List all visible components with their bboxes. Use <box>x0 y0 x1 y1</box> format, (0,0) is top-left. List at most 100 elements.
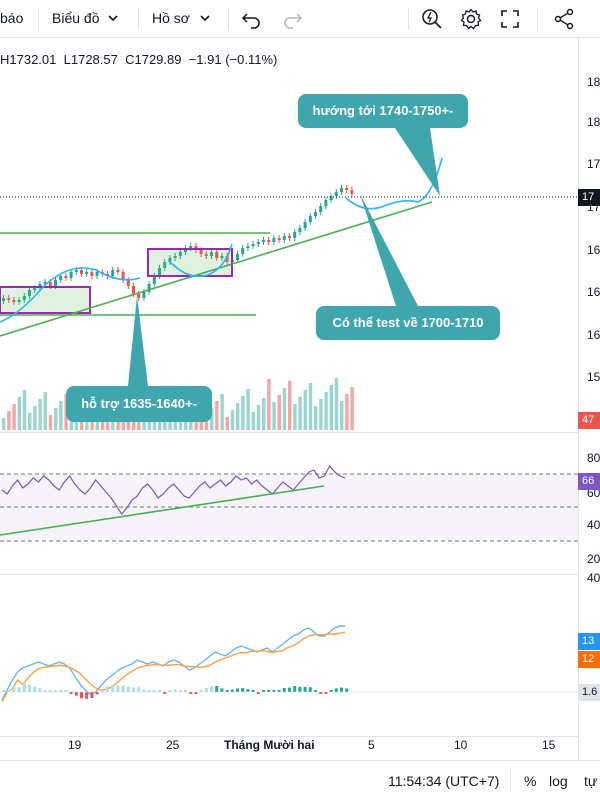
volume-bar <box>7 411 11 430</box>
current-price-badge: 17 <box>578 189 600 206</box>
candle-body <box>7 298 11 300</box>
volume-bar <box>54 408 58 430</box>
macd-histogram-bar <box>158 690 161 692</box>
pane-separator[interactable] <box>0 432 578 433</box>
volume-bar <box>22 390 27 430</box>
macd-histogram-bar <box>116 685 120 692</box>
macd-histogram-bar <box>2 690 5 692</box>
zoom-lightning-icon[interactable] <box>420 7 444 31</box>
alert-menu-label[interactable]: báo <box>0 10 24 26</box>
candle-body <box>163 262 167 268</box>
candle-body <box>199 250 203 254</box>
candle-body <box>324 200 328 206</box>
candle-body <box>293 232 297 238</box>
macd-histogram-bar <box>17 687 21 692</box>
toolbar-divider <box>408 8 409 30</box>
volume-bar <box>236 403 240 430</box>
macd-histogram-bar <box>132 687 135 692</box>
macd-histogram-bar <box>69 692 73 694</box>
price-axis-label: 18 <box>587 75 600 89</box>
price-axis-label: 18 <box>587 115 600 129</box>
share-icon[interactable] <box>552 7 576 31</box>
toolbar-divider <box>38 8 39 30</box>
percent-scale-toggle[interactable]: % <box>524 773 537 789</box>
macd-histogram-bar <box>137 687 141 692</box>
candle-body <box>95 272 99 276</box>
price-axis[interactable] <box>578 38 600 760</box>
volume-bar <box>230 410 235 430</box>
time-axis-label: 19 <box>68 738 82 752</box>
callout-pointer <box>360 194 418 306</box>
fullscreen-icon[interactable] <box>498 7 522 31</box>
macd-histogram-bar <box>12 686 16 692</box>
candle-body <box>168 258 172 262</box>
chevron-down-icon <box>108 15 118 22</box>
volume-bar <box>158 418 162 430</box>
volume-bar <box>267 379 271 430</box>
candle-body <box>152 276 156 284</box>
redo-icon[interactable] <box>280 7 304 31</box>
pane-separator[interactable] <box>0 574 578 575</box>
clock-timezone[interactable]: 11:54:34 (UTC+7) <box>388 773 500 789</box>
candle-body <box>251 244 255 246</box>
annotation-test-callout[interactable]: Có thể test về 1700-1710 <box>316 306 500 340</box>
volume-bar <box>12 404 16 430</box>
macd-histogram-bar <box>33 686 37 692</box>
chart-menu-button[interactable]: Biểu đồ <box>50 0 122 38</box>
price-axis-label: 15 <box>587 370 600 384</box>
candle-body <box>137 294 141 298</box>
volume-bar <box>314 406 318 430</box>
macd-histogram-bar <box>345 688 349 692</box>
volume-bar <box>59 401 63 430</box>
annotation-target-callout[interactable]: hướng tới 1740-1750+- <box>298 94 468 128</box>
rsi-axis-label: 40 <box>587 518 600 532</box>
macd-histogram-bar <box>215 686 219 692</box>
volume-bar <box>345 394 349 430</box>
macd-histogram-bar <box>48 690 52 692</box>
candle-body <box>2 298 5 301</box>
macd-histogram-bar <box>272 690 276 692</box>
candle-body <box>22 296 26 300</box>
candle-body <box>85 272 89 274</box>
volume-bar <box>2 418 6 430</box>
candle-body <box>236 254 239 260</box>
candle-body <box>28 290 31 296</box>
candle-body <box>80 270 83 274</box>
price-chart-canvas[interactable] <box>0 38 578 760</box>
gear-icon[interactable] <box>459 7 483 31</box>
ohlc-legend: H1732.01 L1728.57 C1729.89 −1.91 (−0.11%… <box>0 52 277 67</box>
volume-bar <box>246 389 250 430</box>
time-axis-label: 10 <box>454 738 468 752</box>
annotation-support-callout[interactable]: hỗ trợ 1635-1640+- <box>66 386 212 422</box>
volume-bar <box>225 417 229 430</box>
macd-histogram-bar <box>282 688 286 692</box>
histogram-value-badge: 1.6 <box>578 684 600 701</box>
macd-histogram-bar <box>28 684 31 692</box>
profile-menu-button[interactable]: Hồ sơ <box>150 0 216 38</box>
top-toolbar: báo Biểu đồ Hồ sơ <box>0 0 600 38</box>
toolbar-divider <box>138 8 139 30</box>
macd-histogram-bar <box>288 687 291 692</box>
undo-icon[interactable] <box>240 7 264 31</box>
candle-body <box>158 268 161 276</box>
candle-body <box>64 276 68 278</box>
macd-histogram-bar <box>38 688 42 692</box>
log-scale-toggle[interactable]: log <box>549 773 568 789</box>
volume-bar <box>38 399 42 430</box>
macd-histogram-bar <box>236 688 239 692</box>
macd-histogram-bar <box>303 686 307 692</box>
candle-body <box>142 292 146 298</box>
volume-badge: 47 <box>578 412 600 429</box>
volume-bar <box>220 394 224 430</box>
macd-histogram-bar <box>147 690 151 692</box>
candle-body <box>340 188 343 192</box>
toolbar-divider <box>228 8 229 30</box>
macd-histogram-bar <box>225 690 229 692</box>
volume-bar <box>340 401 344 430</box>
bottom-bar: 11:54:34 (UTC+7) % log tự <box>0 760 600 800</box>
candle-body <box>126 280 130 286</box>
macd-histogram-bar <box>111 685 115 692</box>
auto-scale-toggle[interactable]: tự <box>584 773 598 789</box>
price-axis-label: 17 <box>587 157 600 171</box>
macd-histogram-bar <box>256 692 260 694</box>
